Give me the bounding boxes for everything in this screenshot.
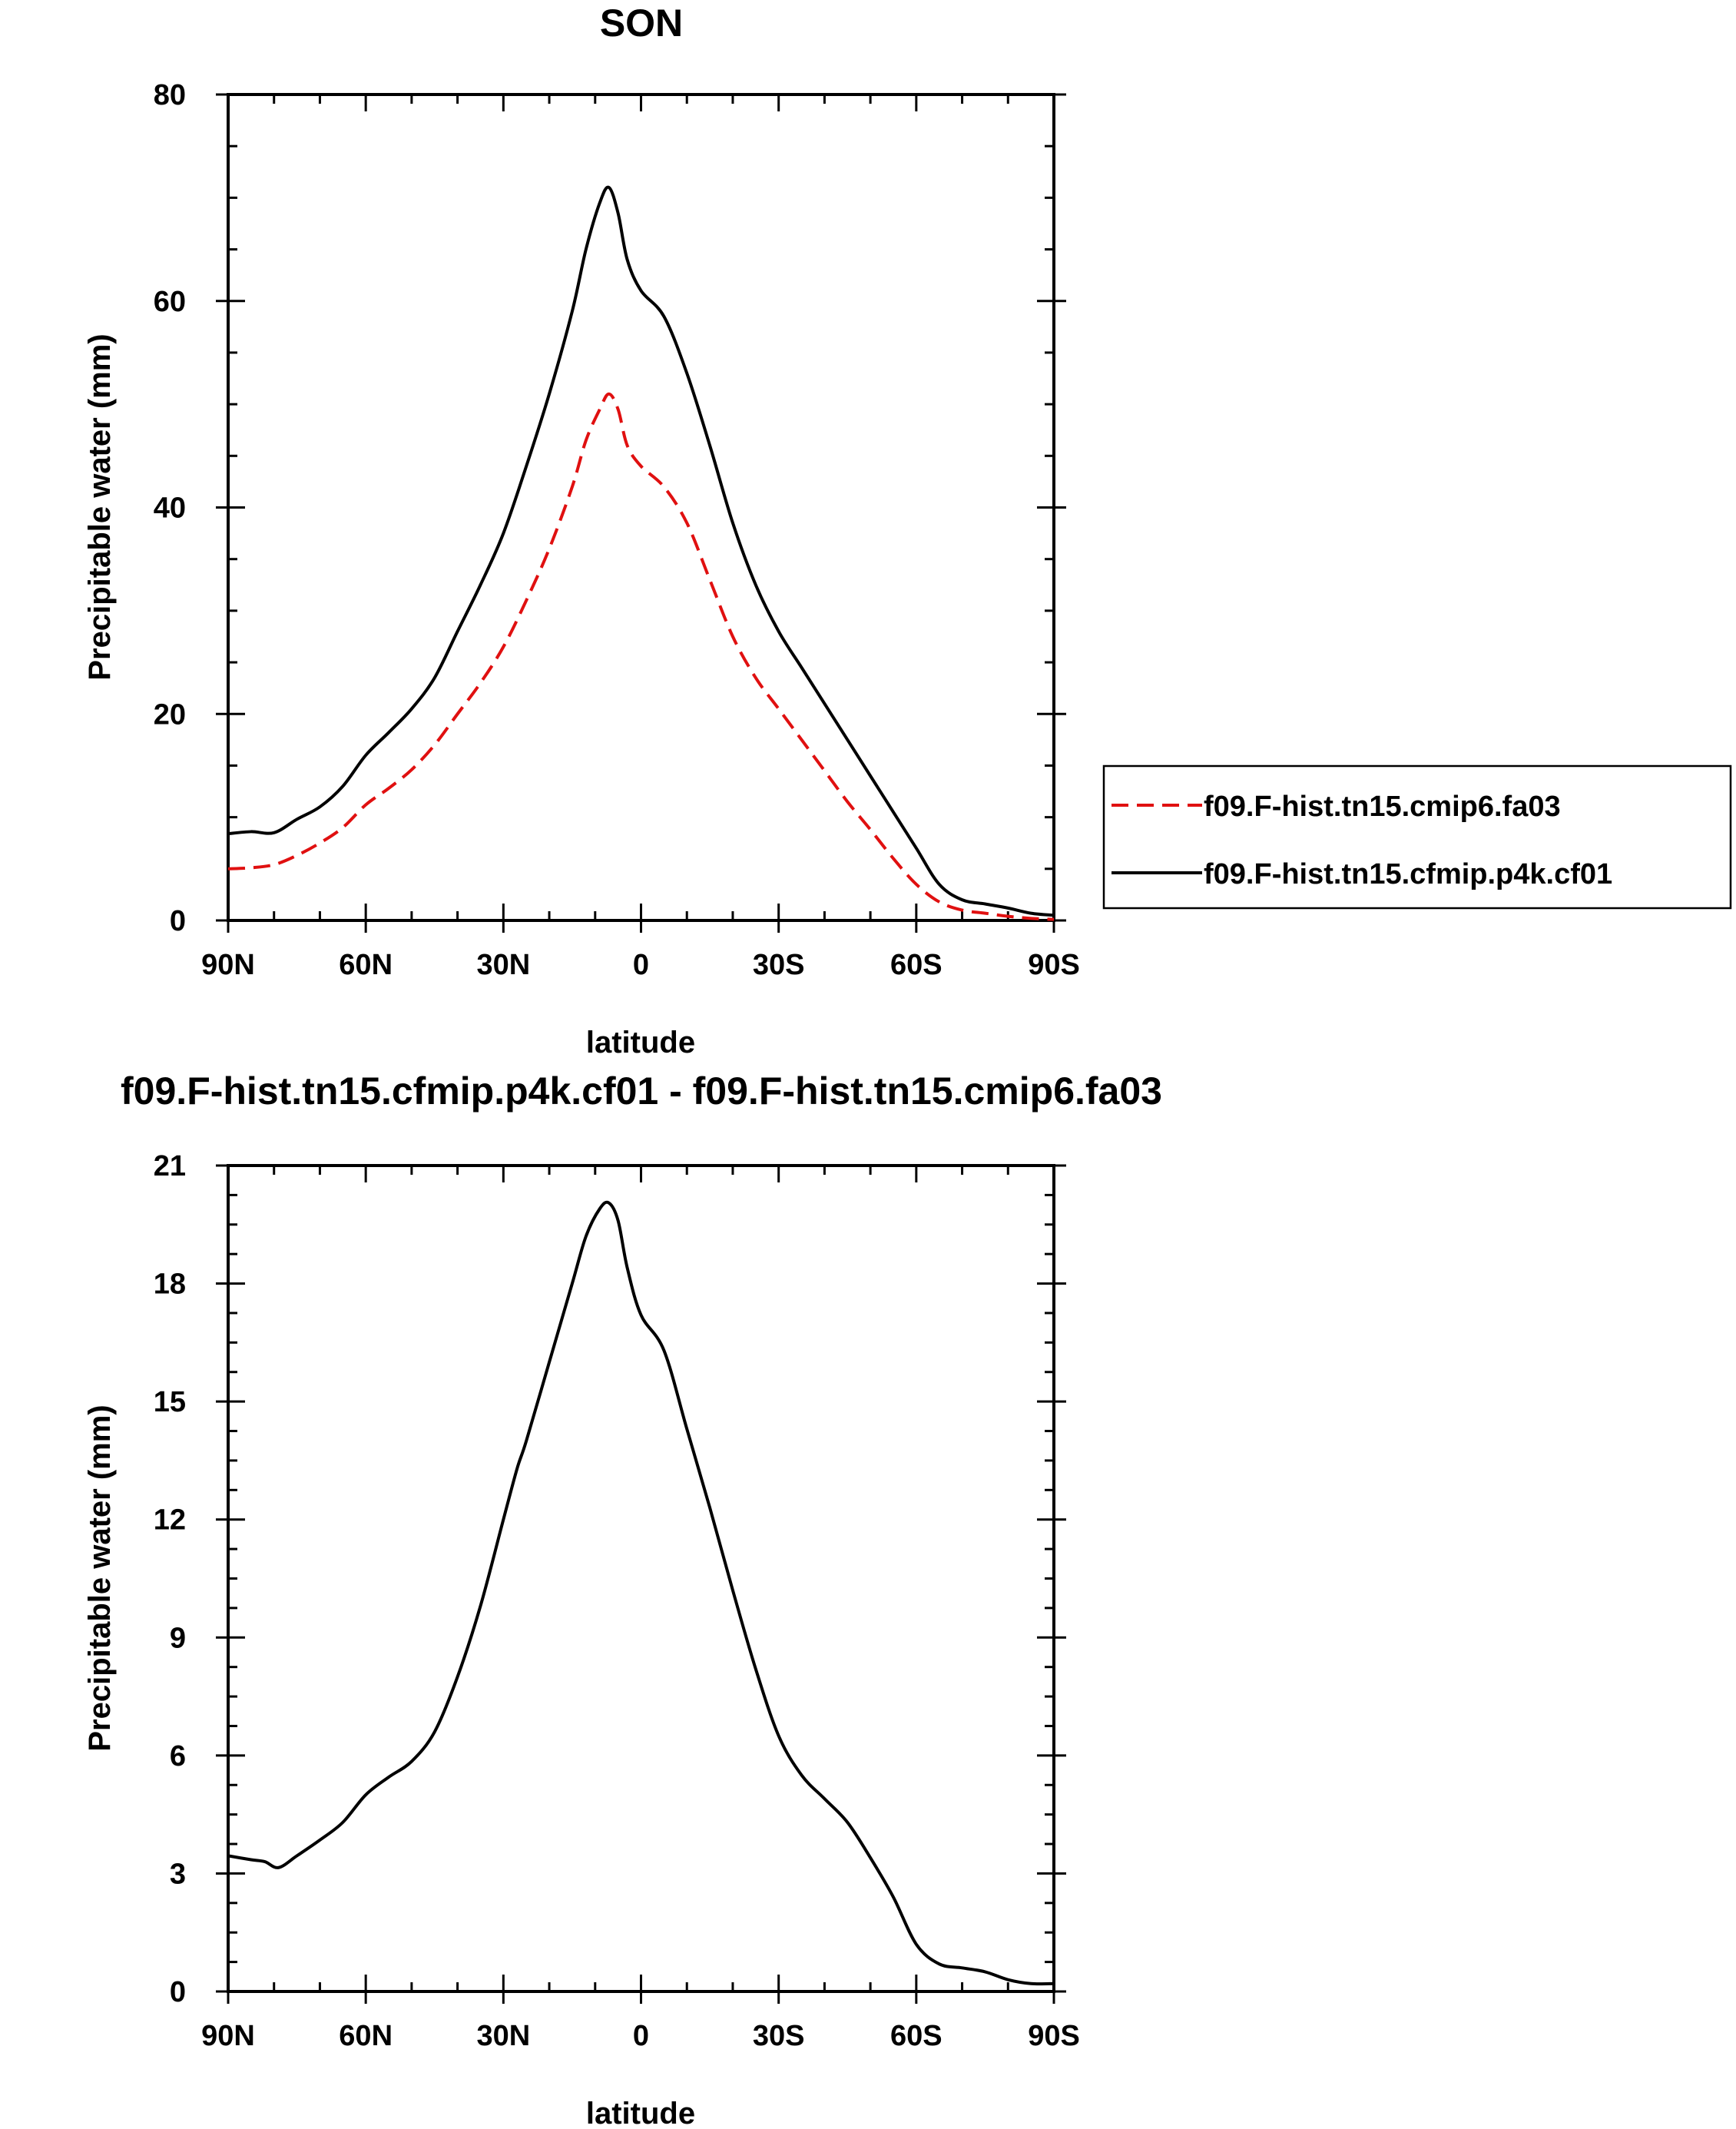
axis-ticks-top: 90N 60N 30N 0 30S 60S 90S 0 20 40 60 80 bbox=[154, 79, 1080, 981]
y-tick-label-bottom: 6 bbox=[170, 1740, 186, 1773]
legend-box bbox=[1102, 764, 1732, 910]
plot-frame-top bbox=[227, 93, 1055, 922]
x-tick-label-bottom: 60N bbox=[339, 2020, 393, 2052]
series-line-bottom-0 bbox=[227, 1200, 1055, 1986]
y-tick-label-top: 0 bbox=[170, 905, 186, 937]
x-tick-label-bottom: 0 bbox=[633, 2020, 649, 2052]
x-tick-label-top: 60N bbox=[339, 949, 393, 981]
series-line-top-0 bbox=[227, 392, 1055, 921]
chart-title-bottom: f09.F-hist.tn15.cfmip.p4k.cf01 - f09.F-h… bbox=[121, 1069, 1162, 1113]
bottom-chart: f09.F-hist.tn15.cfmip.p4k.cf01 - f09.F-h… bbox=[83, 1069, 1162, 2129]
y-tick-label-bottom: 15 bbox=[154, 1386, 186, 1418]
x-tick-label-top: 90S bbox=[1028, 949, 1080, 981]
series-group-top bbox=[227, 185, 1055, 921]
y-tick-label-bottom: 18 bbox=[154, 1268, 186, 1301]
x-tick-label-top: 60S bbox=[890, 949, 943, 981]
plot-frame-bottom bbox=[227, 1164, 1055, 1993]
x-tick-label-bottom: 90N bbox=[201, 2020, 255, 2052]
x-tick-label-bottom: 60S bbox=[890, 2020, 943, 2052]
series-group-bottom bbox=[227, 1200, 1055, 1986]
y-tick-label-top: 60 bbox=[154, 286, 186, 318]
y-tick-label-top: 80 bbox=[154, 79, 186, 111]
top-chart: SON 90N 60N 30N 0 30S 60S 90S 0 20 40 60 80 latitud… bbox=[83, 2, 1732, 1060]
x-tick-label-top: 0 bbox=[633, 949, 649, 981]
y-tick-label-top: 40 bbox=[154, 492, 186, 525]
chart-title-top: SON bbox=[600, 2, 683, 45]
legend-label-cmip6: f09.F-hist.tn15.cmip6.fa03 bbox=[1204, 791, 1561, 823]
y-axis-label-top: Precipitable water (mm) bbox=[83, 333, 117, 680]
x-tick-label-top: 30N bbox=[476, 949, 530, 981]
legend: f09.F-hist.tn15.cmip6.fa03 f09.F-hist.tn… bbox=[1102, 764, 1732, 910]
y-tick-label-bottom: 0 bbox=[170, 1976, 186, 2008]
x-axis-label-top: latitude bbox=[586, 1026, 695, 1060]
x-tick-label-top: 30S bbox=[753, 949, 805, 981]
y-tick-label-top: 20 bbox=[154, 698, 186, 731]
y-tick-label-bottom: 12 bbox=[154, 1504, 186, 1537]
y-tick-label-bottom: 9 bbox=[170, 1622, 186, 1654]
y-tick-label-bottom: 21 bbox=[154, 1150, 186, 1182]
x-axis-label-bottom: latitude bbox=[586, 2097, 695, 2129]
x-tick-label-bottom: 30N bbox=[476, 2020, 530, 2052]
series-line-top-1 bbox=[227, 185, 1055, 917]
y-axis-label-bottom: Precipitable water (mm) bbox=[83, 1404, 117, 1751]
x-tick-label-bottom: 90S bbox=[1028, 2020, 1080, 2052]
legend-label-cfmip: f09.F-hist.tn15.cfmip.p4k.cf01 bbox=[1204, 858, 1612, 890]
x-tick-label-bottom: 30S bbox=[753, 2020, 805, 2052]
axis-ticks-bottom: 90N 60N 30N 0 30S 60S 90S 0 3 6 9 12 15 18 21 bbox=[154, 1150, 1080, 2052]
x-tick-label-top: 90N bbox=[201, 949, 255, 981]
y-tick-label-bottom: 3 bbox=[170, 1858, 186, 1890]
